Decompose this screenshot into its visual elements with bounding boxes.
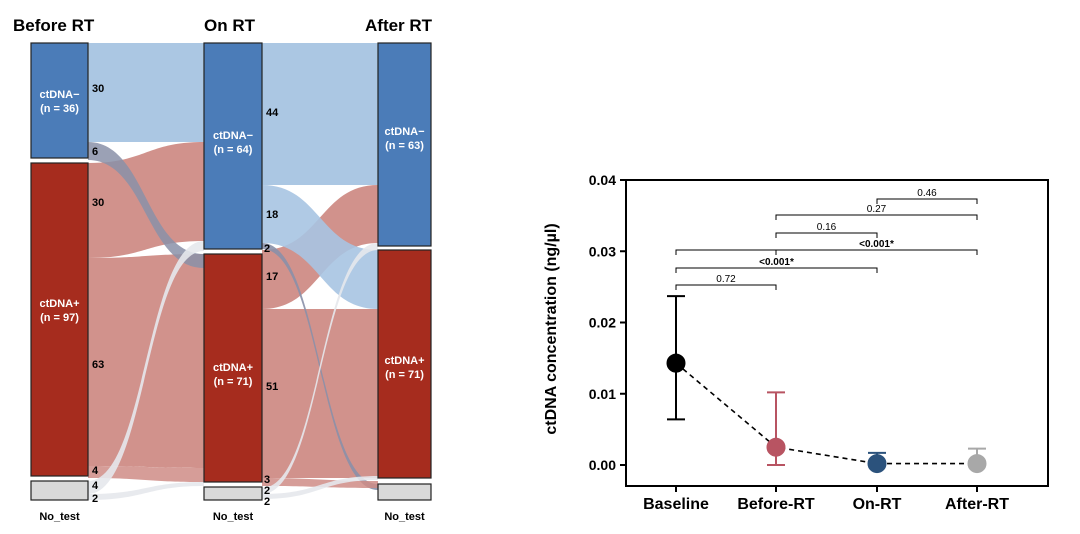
node-label-after-pos: ctDNA+ — [384, 355, 424, 367]
p-value-5: <0.001* — [759, 257, 794, 268]
flow-count-before-neg-to-pos: 6 — [92, 146, 98, 158]
node-before-notest — [30, 480, 89, 501]
flow-count-on-pos-to-notest: 3 — [264, 474, 270, 486]
y-tick-label-4: 0.04 — [589, 172, 616, 188]
flow-count-on-neg-to-pos: 18 — [266, 209, 278, 221]
flow-count-on-pos-to-neg: 17 — [266, 271, 278, 283]
mean-series — [666, 295, 987, 474]
p-value-6: 0.72 — [716, 274, 736, 285]
x-categories: Baseline Before-RT On-RT After-RT — [643, 486, 1009, 513]
node-after-neg — [377, 42, 432, 247]
flow-count-on-neg-to-notest: 2 — [264, 243, 270, 255]
y-tick-label-3: 0.03 — [589, 243, 616, 259]
node-label-after-neg: ctDNA− — [384, 126, 424, 138]
x-category-after-rt: After-RT — [945, 496, 1009, 513]
node-before-neg — [30, 42, 89, 159]
y-ticks: 0.00 0.01 0.02 0.03 0.04 — [589, 172, 626, 473]
flow-count-on-pos-to-pos: 51 — [266, 381, 278, 393]
flow-on-pos-to-after-pos — [262, 309, 378, 478]
flow-on-neg-to-after-pos — [262, 185, 378, 309]
node-count-before-pos: (n = 97) — [40, 312, 79, 324]
p-value-3: <0.001* — [859, 239, 894, 250]
flow-on-notest-to-after-pos — [262, 476, 378, 499]
bracket-6 — [675, 284, 777, 290]
significance-brackets: 0.46 0.27 0.16 <0.001* <0.001* 0.72 — [675, 188, 978, 290]
node-on-pos — [203, 253, 263, 483]
concentration-chart: ctDNA concentration (ng/µl) 0.00 0.01 0.02… — [543, 172, 1049, 513]
x-category-on-rt: On-RT — [853, 496, 902, 513]
mean-point-on-rt — [867, 454, 887, 474]
node-label-on-neg: ctDNA− — [213, 130, 253, 142]
node-count-before-neg: (n = 36) — [40, 103, 79, 115]
flow-count-on-notest-to-pos: 2 — [264, 496, 270, 508]
mean-trend-line — [675, 362, 977, 465]
node-count-on-pos: (n = 71) — [214, 376, 253, 388]
bracket-1 — [775, 214, 978, 220]
plot-frame — [625, 179, 1049, 487]
x-category-baseline: Baseline — [643, 496, 709, 513]
flow-on-pos-to-notest — [262, 478, 378, 488]
notest-label-on: No_test — [213, 511, 254, 523]
y-tick-label-1: 0.01 — [589, 386, 616, 402]
flow-count-notest-to-on-pos: 2 — [92, 493, 98, 505]
flow-count-before-pos-to-notest: 4 — [92, 465, 99, 477]
node-label-before-neg: ctDNA− — [39, 89, 79, 101]
node-label-before-pos: ctDNA+ — [39, 298, 79, 310]
flow-count-notest-to-on-neg: 4 — [92, 480, 99, 492]
notest-label-after: No_test — [384, 511, 425, 523]
flow-count-on-notest-to-neg: 2 — [264, 485, 270, 497]
flow-on-neg-to-after-neg — [262, 43, 378, 185]
stage-header-before: Before RT — [13, 16, 95, 35]
node-count-after-pos: (n = 71) — [385, 369, 424, 381]
bracket-4 — [675, 249, 978, 255]
p-value-1: 0.27 — [867, 204, 887, 215]
flow-notest-to-on-pos — [88, 482, 204, 500]
flow-before-neg-to-on-neg — [88, 43, 204, 142]
flow-count-before-neg-to-neg: 30 — [92, 83, 104, 95]
flow-notest-to-on-neg — [88, 241, 204, 494]
mean-point-after-rt — [967, 454, 987, 474]
bracket-5 — [675, 267, 878, 273]
node-count-after-neg: (n = 63) — [385, 140, 424, 152]
notest-label-before: No_test — [39, 511, 80, 523]
node-on-neg — [203, 42, 263, 250]
bracket-2 — [775, 232, 878, 238]
node-after-notest — [377, 483, 432, 501]
stage-header-on: On RT — [204, 16, 256, 35]
p-value-2: 0.16 — [817, 222, 837, 233]
x-category-before-rt: Before-RT — [737, 496, 815, 513]
node-count-on-neg: (n = 64) — [214, 144, 253, 156]
node-on-notest — [203, 486, 263, 501]
y-tick-label-2: 0.02 — [589, 315, 616, 331]
y-axis-label: ctDNA concentration (ng/µl) — [543, 223, 560, 434]
bracket-0 — [876, 198, 978, 204]
node-after-pos — [377, 249, 432, 479]
mean-point-baseline — [666, 353, 686, 373]
flow-before-pos-to-notest — [88, 466, 204, 482]
flow-count-before-pos-to-neg: 30 — [92, 197, 104, 209]
y-tick-label-0: 0.00 — [589, 457, 616, 473]
p-value-0: 0.46 — [917, 188, 937, 199]
node-before-pos — [30, 162, 89, 477]
flow-count-before-pos-to-pos: 63 — [92, 359, 104, 371]
sankey-diagram: Before RT On RT After RT — [13, 16, 433, 523]
flows-before-on — [88, 43, 204, 500]
bracket-3 — [775, 249, 978, 255]
flow-before-neg-to-on-pos — [88, 142, 204, 268]
flows-on-after — [262, 43, 378, 499]
node-label-on-pos: ctDNA+ — [213, 362, 253, 374]
flow-count-on-neg-to-neg: 44 — [266, 107, 279, 119]
mean-point-before-rt — [766, 437, 786, 457]
flow-on-notest-to-after-neg — [262, 243, 378, 494]
stage-header-after: After RT — [365, 16, 433, 35]
